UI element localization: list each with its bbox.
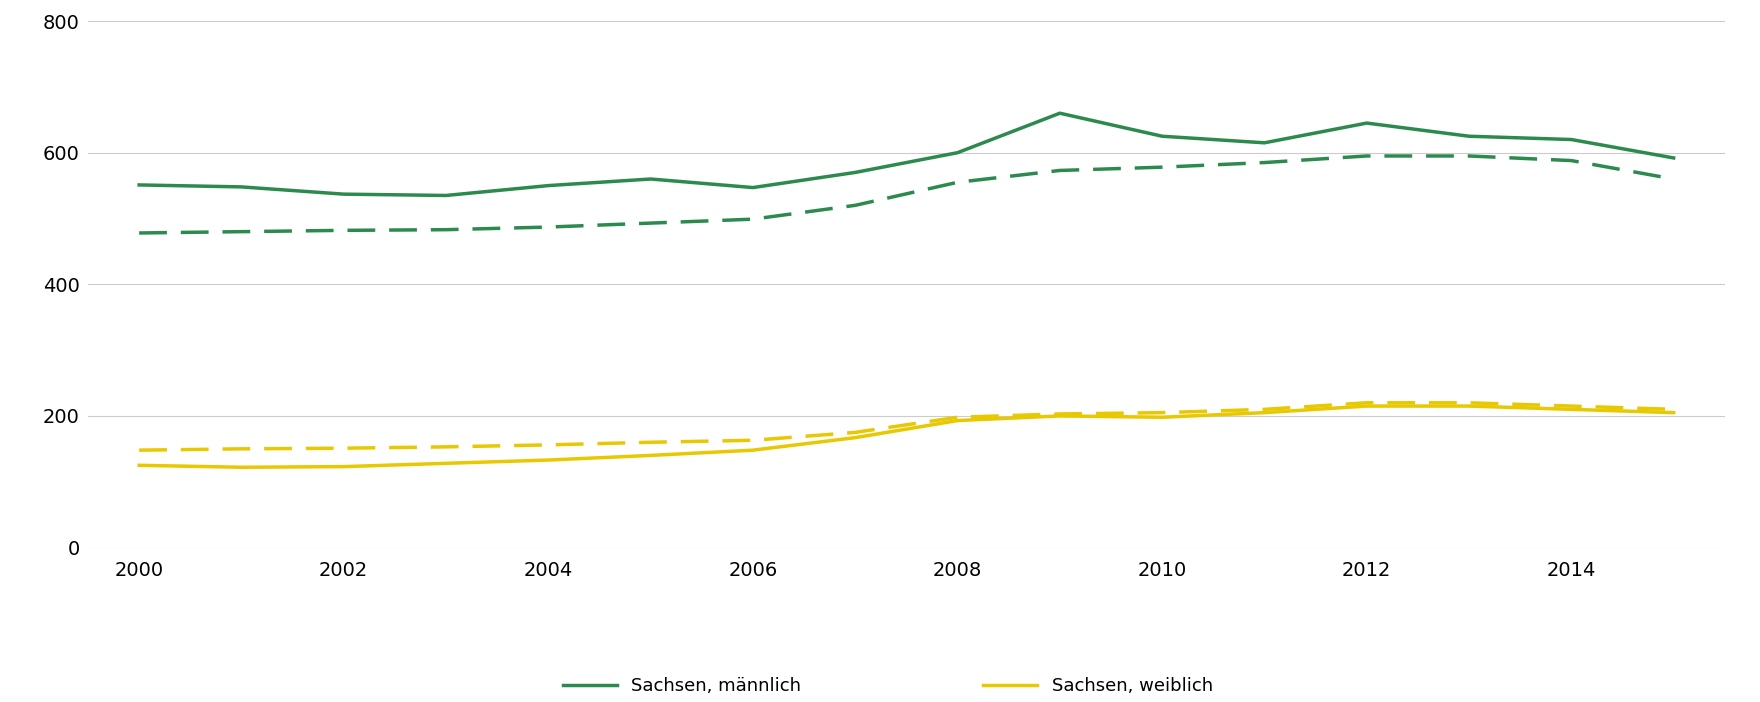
- Legend: Sachsen, männlich, Deutschland, männlich, Sachsen, weiblich, Deutschland, weibli: Sachsen, männlich, Deutschland, männlich…: [556, 670, 1257, 702]
